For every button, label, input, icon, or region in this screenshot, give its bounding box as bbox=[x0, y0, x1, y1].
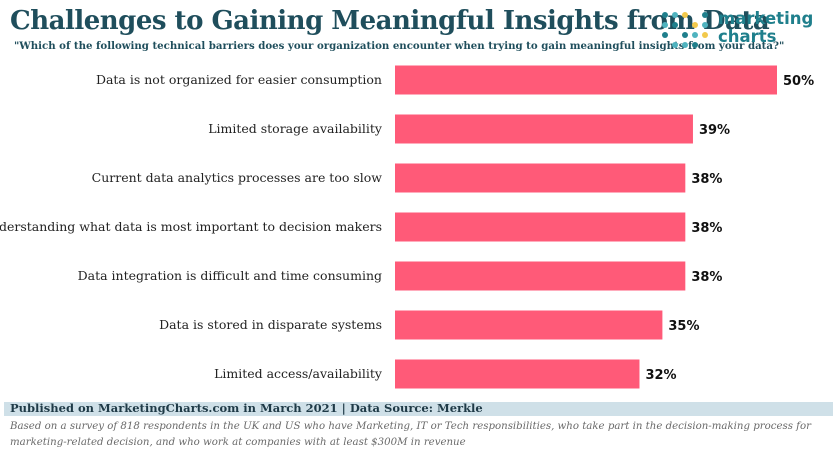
category-label: Current data analytics processes are too… bbox=[92, 170, 383, 185]
bar bbox=[395, 310, 663, 340]
logo-line-1: marketing bbox=[718, 9, 814, 28]
chart-subtitle: "Which of the following technical barrie… bbox=[14, 40, 785, 52]
bar bbox=[395, 212, 686, 242]
value-label: 35% bbox=[668, 319, 699, 334]
category-label: Data integration is difficult and time c… bbox=[78, 268, 382, 283]
chart-title: Challenges to Gaining Meaningful Insight… bbox=[10, 6, 770, 36]
bar bbox=[395, 261, 686, 291]
logo-dot bbox=[702, 22, 708, 28]
value-label: 38% bbox=[691, 172, 722, 187]
logo-dots-icon bbox=[662, 12, 708, 48]
logo-dot bbox=[672, 42, 678, 48]
bar bbox=[395, 359, 640, 389]
bar bbox=[395, 163, 686, 193]
footer-source: Published on MarketingCharts.com in Marc… bbox=[10, 401, 483, 415]
marketingcharts-logo: marketing charts bbox=[660, 10, 830, 50]
logo-dot bbox=[672, 12, 678, 18]
logo-dot bbox=[672, 22, 678, 28]
logo-dot bbox=[662, 22, 668, 28]
logo-dot bbox=[682, 42, 688, 48]
bar bbox=[395, 65, 777, 95]
value-label: 39% bbox=[699, 123, 730, 138]
category-label: Data is stored in disparate systems bbox=[159, 317, 382, 332]
category-label: Limited access/availability bbox=[214, 366, 383, 381]
logo-dot bbox=[662, 12, 668, 18]
logo-line-2: charts bbox=[718, 27, 777, 46]
category-label: Limited storage availability bbox=[208, 121, 383, 136]
logo-dot bbox=[682, 32, 688, 38]
bar bbox=[395, 114, 693, 144]
value-label: 32% bbox=[645, 368, 676, 383]
footer-note: Based on a survey of 818 respondents in … bbox=[10, 421, 811, 448]
bar-chart: Data is not organized for easier consump… bbox=[0, 65, 814, 389]
logo-dot bbox=[662, 32, 668, 38]
logo-dot bbox=[682, 12, 688, 18]
value-label: 50% bbox=[783, 74, 814, 89]
logo-dot bbox=[702, 32, 708, 38]
category-label: Data is not organized for easier consump… bbox=[96, 72, 382, 87]
logo-dot bbox=[702, 12, 708, 18]
logo-text: marketing charts bbox=[718, 10, 813, 46]
logo-dot bbox=[692, 42, 698, 48]
value-label: 38% bbox=[691, 270, 722, 285]
logo-dot bbox=[692, 22, 698, 28]
logo-dot bbox=[692, 32, 698, 38]
footer-band bbox=[4, 402, 833, 416]
value-label: 38% bbox=[691, 221, 722, 236]
category-label: Understanding what data is most importan… bbox=[0, 219, 382, 234]
